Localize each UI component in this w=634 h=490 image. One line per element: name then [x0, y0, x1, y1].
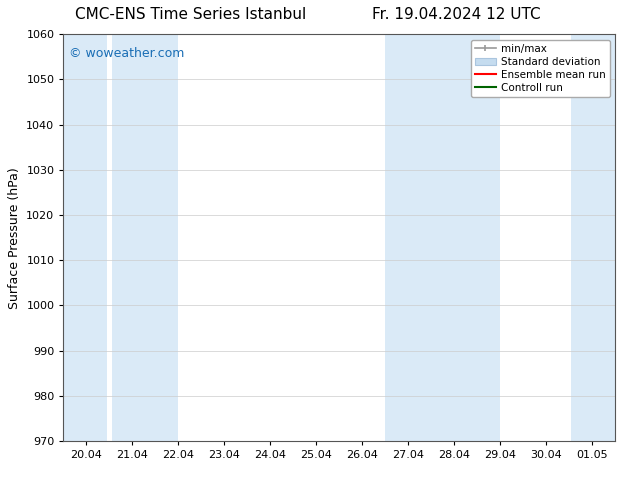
Bar — [571, 34, 615, 441]
Text: CMC-ENS Time Series Istanbul: CMC-ENS Time Series Istanbul — [75, 7, 306, 23]
Text: © woweather.com: © woweather.com — [69, 47, 184, 59]
Bar — [63, 34, 107, 441]
Y-axis label: Surface Pressure (hPa): Surface Pressure (hPa) — [8, 167, 21, 309]
Bar — [385, 34, 500, 441]
Bar — [112, 34, 178, 441]
Text: Fr. 19.04.2024 12 UTC: Fr. 19.04.2024 12 UTC — [372, 7, 541, 23]
Legend: min/max, Standard deviation, Ensemble mean run, Controll run: min/max, Standard deviation, Ensemble me… — [470, 40, 610, 97]
